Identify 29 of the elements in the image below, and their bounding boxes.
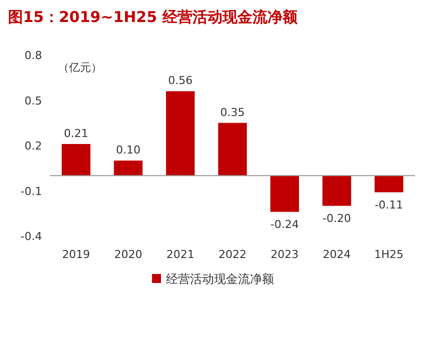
data-label: -0.11 [374,198,404,212]
y-tick-label: 0.2 [24,140,42,152]
bar [62,144,90,176]
chart-title: 图15：2019~1H25 经营活动现金流净额 [8,8,298,26]
data-label: 0.35 [220,106,245,119]
y-tick-label: -0.1 [20,184,42,198]
legend-label: 经营活动现金流净额 [166,272,274,286]
y-tick-label: 0.8 [24,49,42,62]
bar [322,176,352,206]
data-label: 0.10 [116,144,140,157]
x-tick-label: 2020 [114,248,142,261]
data-label: -0.24 [270,218,299,231]
y-tick-label: 0.5 [24,94,42,108]
x-tick-label: 1H25 [374,248,404,261]
bar [270,176,299,212]
data-label: 0.56 [168,74,193,88]
y-axis-title: （亿元） [58,61,102,74]
x-tick-label: 2019 [62,248,90,261]
x-tick-label: 2021 [166,248,194,261]
data-label: 0.21 [64,126,88,140]
data-label: -0.20 [322,212,352,225]
x-tick-label: 2024 [322,248,351,261]
bar [166,91,195,176]
y-tick-label: -0.4 [20,230,42,243]
bar [374,176,404,192]
bar [114,160,143,176]
x-tick-label: 2023 [270,248,299,261]
x-tick-label: 2022 [218,248,246,261]
bar [218,122,247,176]
